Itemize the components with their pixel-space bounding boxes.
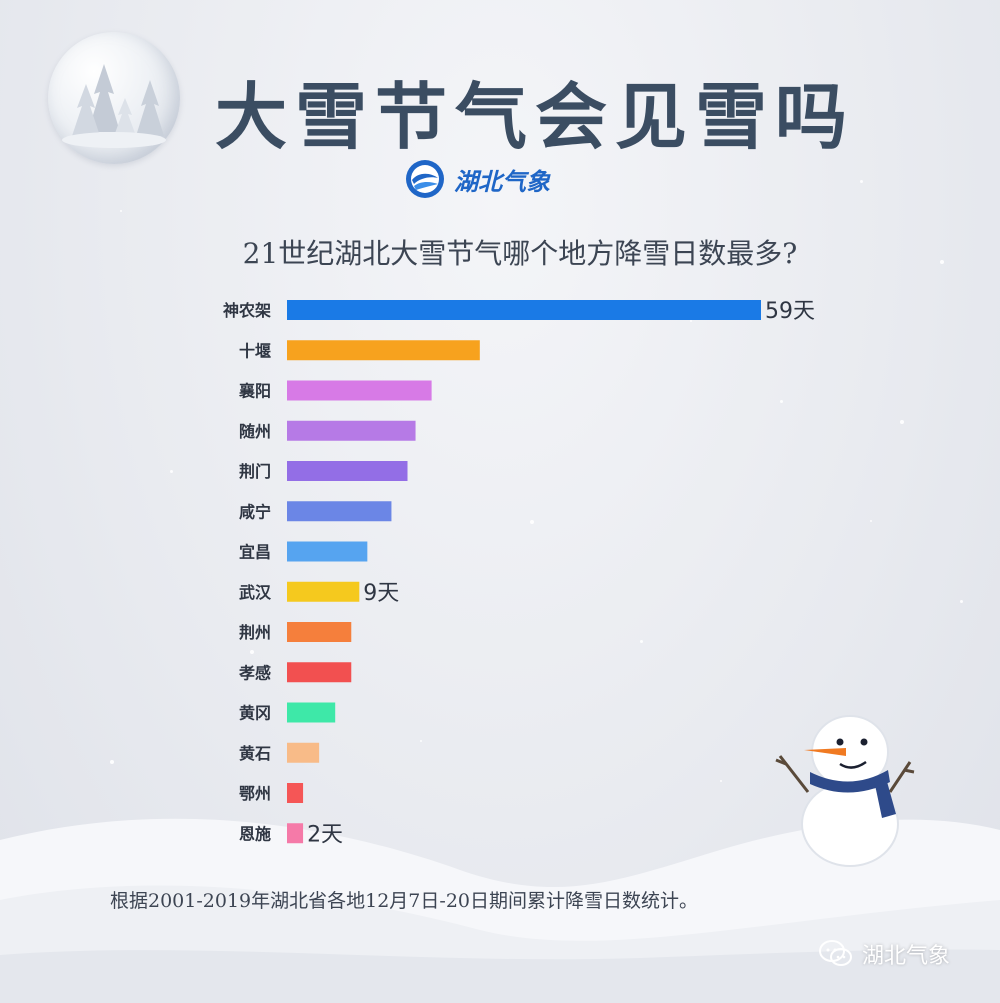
bar xyxy=(287,501,392,522)
data-label: 59天 xyxy=(765,299,815,324)
category-label: 随州 xyxy=(239,422,271,441)
snowflake xyxy=(640,640,643,643)
bar xyxy=(287,380,432,401)
snowflake xyxy=(250,650,254,654)
footnote: 根据2001-2019年湖北省各地12月7日-20日期间累计降雪日数统计。 xyxy=(110,890,698,912)
category-label: 宜昌 xyxy=(239,543,271,562)
category-label: 鄂州 xyxy=(239,784,271,803)
bar xyxy=(287,783,304,803)
wechat-icon xyxy=(819,940,852,966)
snowflake xyxy=(940,260,944,264)
category-label: 黄石 xyxy=(239,744,271,763)
snowflake xyxy=(870,520,872,522)
snowflake xyxy=(170,470,173,473)
snowflake xyxy=(860,180,863,183)
logo-text: 湖北气象 xyxy=(454,167,550,196)
bar xyxy=(287,662,352,683)
chart-subtitle: 21世纪湖北大雪节气哪个地方降雪日数最多? xyxy=(242,237,798,270)
category-label: 黄冈 xyxy=(239,704,271,723)
bar xyxy=(287,541,368,562)
bar xyxy=(287,742,320,763)
snowflake xyxy=(780,400,783,403)
bar xyxy=(287,300,761,320)
bar xyxy=(287,702,336,723)
bar xyxy=(287,823,304,844)
snowflake xyxy=(960,600,963,603)
snow-hills xyxy=(0,818,1000,1003)
category-label: 荆门 xyxy=(239,462,271,481)
bar xyxy=(287,622,352,642)
category-label: 咸宁 xyxy=(239,502,271,521)
bar xyxy=(287,581,360,602)
snowflake xyxy=(900,420,904,424)
wechat-account-name: 湖北气象 xyxy=(862,944,951,969)
category-label: 十堰 xyxy=(239,341,271,360)
data-label: 9天 xyxy=(363,581,399,606)
bar xyxy=(287,340,480,361)
hubei-weather-logo: 湖北气象 xyxy=(404,158,550,200)
snowflake xyxy=(530,520,534,524)
category-label: 孝感 xyxy=(238,663,271,682)
bar xyxy=(287,420,416,441)
category-label: 荆州 xyxy=(239,623,271,642)
wechat-account: 湖北气象 xyxy=(818,938,950,970)
category-label: 武汉 xyxy=(239,583,272,602)
category-label: 襄阳 xyxy=(238,382,271,401)
snowflake xyxy=(720,780,722,782)
category-label: 神农架 xyxy=(223,301,271,320)
snowflake xyxy=(420,740,422,742)
hubei-weather-logo-icon xyxy=(406,160,444,198)
snow-globe-icon xyxy=(48,32,180,164)
snowman-icon xyxy=(775,715,915,867)
page-title: 大雪节气会见雪吗 xyxy=(214,74,855,159)
snowflake xyxy=(120,210,122,212)
category-label: 恩施 xyxy=(239,824,271,843)
bar xyxy=(287,461,408,481)
data-label: 2天 xyxy=(307,822,343,847)
snowflake xyxy=(690,320,692,322)
snowflake xyxy=(110,760,114,764)
